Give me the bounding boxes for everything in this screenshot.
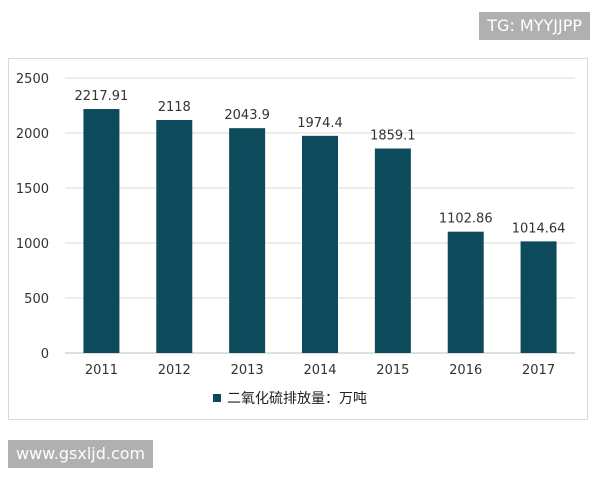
watermark-top: TG: MYYJJPP (479, 12, 590, 40)
bars (83, 109, 557, 353)
data-label-2012: 2118 (158, 100, 191, 115)
bar-2011 (83, 109, 120, 353)
bar-2015 (374, 148, 411, 353)
y-tick-label: 1000 (16, 237, 49, 252)
bar-2013 (229, 128, 266, 353)
legend-swatch (213, 394, 221, 402)
bar-2014 (302, 135, 338, 353)
x-tick-label: 2015 (376, 363, 409, 378)
bar-2016 (447, 231, 484, 353)
x-tick-label: 2012 (158, 363, 191, 378)
bar-chart: 2217.91 2118 2043.9 1974.4 1859.1 1102.86 1014… (16, 72, 575, 407)
chart-frame: 2217.91 2118 2043.9 1974.4 1859.1 1102.86 1014… (8, 58, 588, 420)
data-label-2014: 1974.4 (297, 116, 343, 131)
data-label-2013: 2043.9 (224, 108, 270, 123)
data-labels: 2217.91 2118 2043.9 1974.4 1859.1 1102.86 1014… (75, 89, 566, 236)
data-label-2017: 1014.64 (512, 221, 566, 236)
watermark-bottom: www.gsxljd.com (8, 440, 154, 468)
x-tick-label: 2011 (85, 363, 118, 378)
data-label-2011: 2217.91 (75, 89, 129, 104)
data-label-2015: 1859.1 (370, 128, 416, 143)
bar-2012 (156, 120, 193, 353)
y-tick-label: 500 (24, 292, 49, 307)
y-tick-label: 2500 (16, 72, 49, 87)
x-tick-label: 2013 (231, 363, 264, 378)
bar-2017 (520, 241, 557, 353)
y-tick-label: 0 (41, 347, 49, 362)
legend-label: 二氧化硫排放量：万吨 (227, 391, 367, 407)
data-label-2016: 1102.86 (439, 212, 493, 227)
x-axis-ticks: 2011 2012 2013 2014 2015 2016 2017 (85, 363, 555, 378)
legend: 二氧化硫排放量：万吨 (213, 391, 367, 407)
y-axis-ticks: 0 500 1000 1500 2000 2500 (16, 72, 49, 362)
x-tick-label: 2017 (522, 363, 555, 378)
x-tick-label: 2014 (303, 363, 336, 378)
x-tick-label: 2016 (449, 363, 482, 378)
y-tick-label: 2000 (16, 127, 49, 142)
y-tick-label: 1500 (16, 182, 49, 197)
